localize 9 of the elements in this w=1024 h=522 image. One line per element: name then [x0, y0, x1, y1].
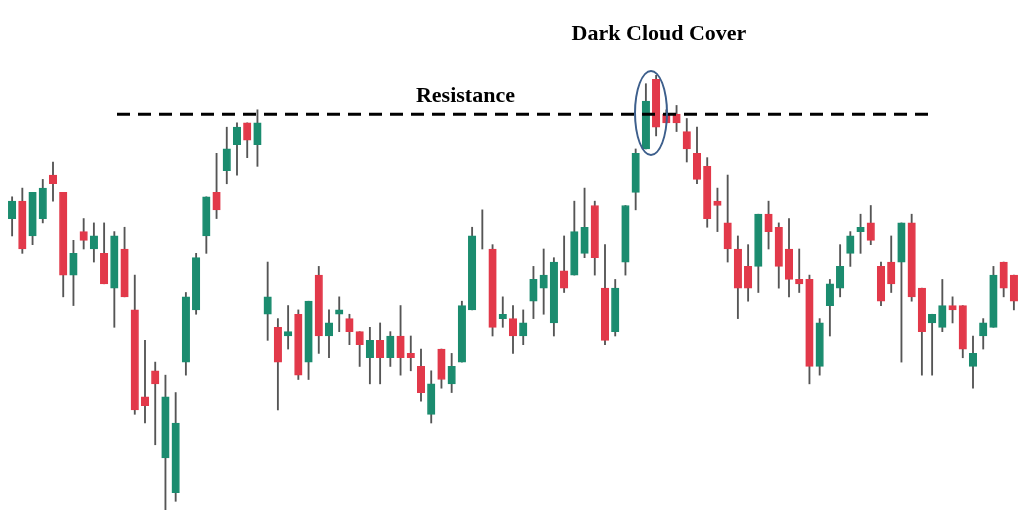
candlestick: [406, 335, 415, 372]
candlestick: [140, 340, 150, 424]
candlestick: [498, 296, 507, 328]
text: Dark Cloud Cover: [571, 19, 747, 45]
candlestick: [928, 313, 937, 376]
candlestick: [284, 305, 293, 350]
candlestick: [795, 248, 804, 293]
candlestick: [335, 296, 344, 332]
ref-line-label: Resistance: [415, 81, 516, 107]
